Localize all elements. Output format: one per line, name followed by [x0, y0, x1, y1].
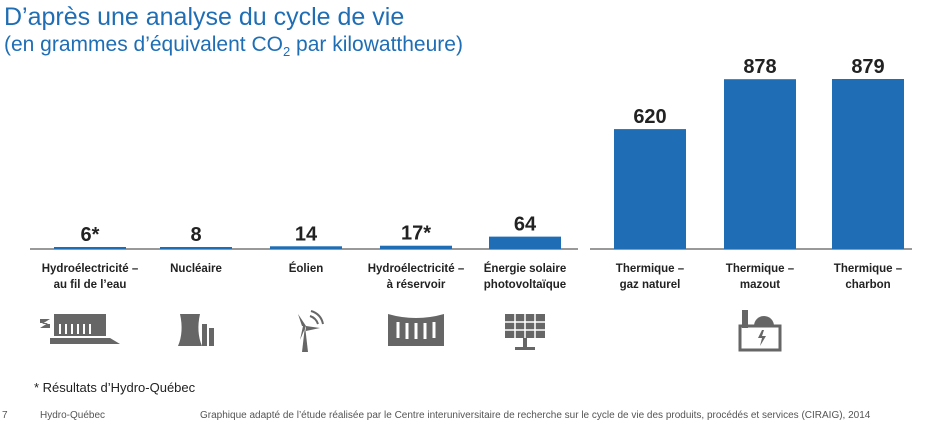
- thermal-plant-icon: [738, 310, 782, 352]
- footer-org: Hydro-Québec: [40, 410, 106, 421]
- subtitle-pre: (en grammes d’équivalent CO: [4, 33, 283, 56]
- wind-turbine-icon: [298, 310, 324, 352]
- footnote: * Résultats d’Hydro-Québec: [34, 380, 196, 395]
- bar-3: [380, 245, 452, 249]
- category-label: gaz naturel: [620, 279, 681, 291]
- bar-value-label: 14: [295, 223, 318, 245]
- category-label: Hydroélectricité –: [368, 263, 465, 275]
- bar-value-label: 6*: [81, 224, 100, 246]
- category-label: au fil de l’eau: [54, 279, 127, 291]
- nuclear-plant-icon: [178, 314, 214, 346]
- bar-6: [724, 79, 796, 249]
- chart-title: D’après une analyse du cycle de vie: [4, 3, 405, 31]
- category-label: Thermique –: [726, 263, 795, 275]
- bar-value-label: 878: [743, 56, 776, 78]
- category-label: Éolien: [289, 262, 324, 275]
- chart-subtitle: (en grammes d’équivalent CO2 par kilowat…: [4, 33, 463, 59]
- category-label: mazout: [740, 279, 780, 291]
- footer-source: Graphique adapté de l’étude réalisée par…: [200, 410, 871, 421]
- subtitle-post: par kilowattheure): [290, 33, 463, 56]
- bar-7: [832, 79, 904, 249]
- bar-4: [489, 236, 561, 249]
- category-label: Nucléaire: [170, 263, 222, 275]
- subtitle-sub: 2: [282, 44, 291, 60]
- page-number: 7: [2, 410, 8, 421]
- reservoir-dam-icon: [388, 314, 444, 346]
- bar-0: [54, 247, 126, 249]
- run-of-river-dam-icon: [40, 314, 120, 344]
- bar-1: [160, 247, 232, 249]
- category-label: photovoltaïque: [484, 279, 566, 291]
- category-label: Hydroélectricité –: [42, 263, 139, 275]
- category-label: à réservoir: [387, 279, 446, 291]
- bar-chart: 6* Hydroélectricité – au fil de l’eau 8 Nucl…: [30, 56, 912, 352]
- bar-5: [614, 129, 686, 249]
- solar-panel-icon: [505, 314, 545, 350]
- category-label: Énergie solaire: [484, 262, 566, 275]
- bar-value-label: 620: [633, 106, 666, 128]
- bar-value-label: 8: [190, 224, 201, 246]
- bar-2: [270, 246, 342, 249]
- category-label: Thermique –: [834, 263, 903, 275]
- category-label: Thermique –: [616, 263, 685, 275]
- category-label: charbon: [845, 279, 890, 291]
- bar-value-label: 17*: [401, 223, 431, 245]
- bar-value-label: 879: [851, 56, 884, 78]
- bar-value-label: 64: [514, 214, 537, 236]
